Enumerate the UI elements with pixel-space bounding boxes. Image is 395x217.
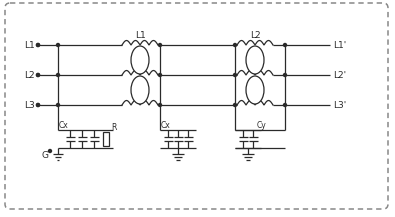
Circle shape — [56, 104, 60, 107]
Text: L1': L1' — [333, 41, 346, 49]
Circle shape — [284, 104, 286, 107]
Circle shape — [233, 74, 237, 77]
FancyBboxPatch shape — [5, 3, 388, 209]
Text: L3': L3' — [333, 100, 346, 110]
Text: Cx: Cx — [59, 122, 69, 130]
Text: R: R — [111, 123, 117, 133]
Text: L2: L2 — [24, 71, 35, 79]
Text: L2: L2 — [250, 31, 260, 39]
Text: L1: L1 — [135, 31, 145, 39]
Circle shape — [56, 74, 60, 77]
Bar — [103, 132, 109, 146]
Circle shape — [49, 150, 51, 153]
Text: L1: L1 — [24, 41, 35, 49]
Circle shape — [36, 43, 40, 46]
Circle shape — [158, 43, 162, 46]
Text: Cx: Cx — [161, 122, 171, 130]
Text: Cy: Cy — [257, 122, 267, 130]
Circle shape — [36, 104, 40, 107]
Circle shape — [36, 74, 40, 77]
Ellipse shape — [246, 46, 264, 74]
Circle shape — [56, 43, 60, 46]
Circle shape — [158, 74, 162, 77]
Circle shape — [233, 104, 237, 107]
Ellipse shape — [246, 76, 264, 104]
Text: L3: L3 — [24, 100, 35, 110]
Circle shape — [284, 43, 286, 46]
Text: G: G — [41, 151, 48, 161]
Ellipse shape — [131, 76, 149, 104]
Circle shape — [158, 104, 162, 107]
Text: L2': L2' — [333, 71, 346, 79]
Circle shape — [36, 74, 40, 77]
Circle shape — [233, 43, 237, 46]
Circle shape — [36, 104, 40, 107]
Circle shape — [284, 74, 286, 77]
Ellipse shape — [131, 46, 149, 74]
Circle shape — [36, 43, 40, 46]
